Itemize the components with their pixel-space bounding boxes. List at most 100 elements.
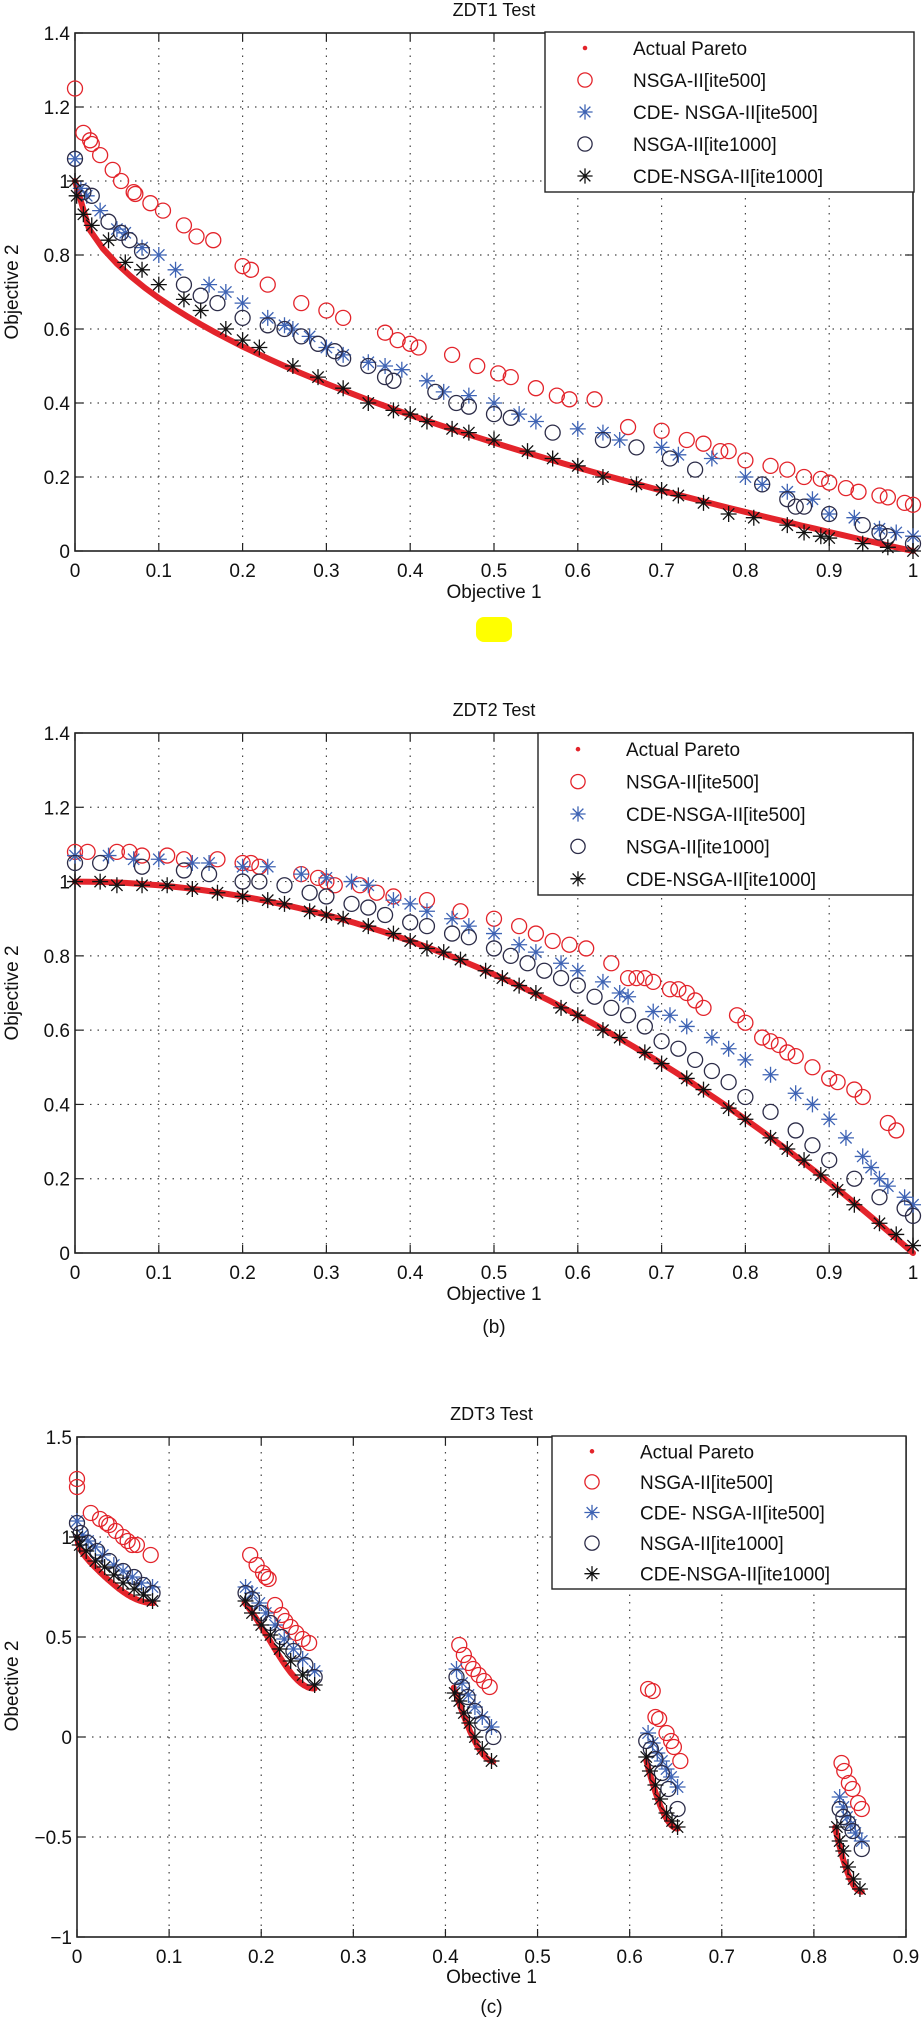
x-tick-label: 0.5 xyxy=(524,1947,550,1968)
cde500-point xyxy=(466,1699,483,1715)
chart-title: ZDT3 Test xyxy=(450,1404,533,1424)
nsga1000-point xyxy=(762,1103,779,1121)
nsga1000-point xyxy=(628,439,645,456)
cde1000-point xyxy=(451,1693,468,1709)
x-tick-label: 0.7 xyxy=(709,1947,735,1968)
legend-marker-pareto xyxy=(589,1449,595,1454)
y-tick-label: 1.2 xyxy=(44,98,70,119)
nsga500-point xyxy=(548,387,565,404)
cde500-point xyxy=(100,847,117,864)
legend-marker-cde500 xyxy=(570,806,586,822)
cde500-point xyxy=(237,1579,254,1595)
nsga500-point xyxy=(544,932,561,950)
cde500-point xyxy=(134,239,151,256)
series-nsga1000 xyxy=(66,854,922,1225)
nsga1000-point xyxy=(485,940,503,957)
nsga1000-point xyxy=(854,516,871,534)
cde1000-point xyxy=(234,332,251,349)
cde500-point xyxy=(620,988,637,1005)
cde500-point xyxy=(115,1563,132,1579)
series-nsga500 xyxy=(66,80,922,513)
cde1000-point xyxy=(905,543,921,559)
cde1000-point xyxy=(762,1129,779,1146)
legend-label: CDE- NSGA-II[ite500] xyxy=(640,1504,825,1525)
cde1000-point xyxy=(135,1587,152,1603)
nsga1000-point xyxy=(804,1137,821,1154)
cde500-point xyxy=(846,509,863,526)
cde1000-point xyxy=(455,1705,472,1721)
nsga1000-point xyxy=(273,1628,290,1646)
cde1000-point xyxy=(306,1677,323,1693)
nsga1000-point xyxy=(66,854,84,872)
nsga1000-point xyxy=(638,1732,655,1750)
nsga500-point xyxy=(481,1678,498,1696)
legend-marker-nsga500 xyxy=(577,72,593,88)
nsga500-point xyxy=(490,365,507,382)
nsga500-point xyxy=(670,981,687,998)
cde500-point xyxy=(905,1196,921,1213)
nsga500-point xyxy=(502,368,519,386)
cde500-point xyxy=(105,1557,122,1573)
x-tick-label: 0.2 xyxy=(229,561,255,582)
cde1000-point xyxy=(670,487,687,504)
cde1000-point xyxy=(126,1581,143,1597)
x-axis-label: Obective 1 xyxy=(446,1967,537,1988)
nsga500-point xyxy=(619,969,637,987)
cde1000-point xyxy=(779,517,796,534)
nsga1000-point xyxy=(703,1062,721,1080)
nsga500-point xyxy=(853,1800,870,1818)
cde1000-point xyxy=(569,457,586,474)
cde500-point xyxy=(343,873,360,890)
legend-label: Actual Pareto xyxy=(626,740,740,761)
legend-marker-pareto xyxy=(575,746,581,752)
legend-label: NSGA-II[ite1000] xyxy=(640,1534,784,1555)
x-tick-label: 0.4 xyxy=(397,1263,424,1284)
nsga500-point xyxy=(821,1070,838,1087)
cde1000-point xyxy=(68,187,85,204)
nsga1000-point xyxy=(460,398,478,415)
cde1000-point xyxy=(108,877,125,894)
nsga500-point xyxy=(804,1059,821,1076)
cde1000-point xyxy=(294,1667,311,1683)
cde1000-point xyxy=(69,1529,85,1545)
x-tick-label: 0.7 xyxy=(648,561,674,582)
cde1000-point xyxy=(78,1543,95,1559)
legend-label: CDE-NSGA-II[ite1000] xyxy=(626,870,816,891)
nsga500-point xyxy=(175,851,193,868)
nsga1000-point xyxy=(653,1033,670,1050)
nsga1000-point xyxy=(586,988,603,1005)
nsga1000-point xyxy=(831,1800,848,1818)
x-tick-label: 0 xyxy=(70,1263,81,1284)
cde500-point xyxy=(67,150,83,167)
nsga1000-point xyxy=(821,505,838,523)
nsga500-point xyxy=(234,257,251,275)
nsga500-point xyxy=(661,981,679,998)
cde500-point xyxy=(720,1040,737,1057)
nsga500-point xyxy=(455,1646,473,1664)
nsga500-point xyxy=(527,925,545,942)
legend-marker-nsga1000 xyxy=(570,838,586,855)
nsga1000-point xyxy=(66,150,84,167)
nsga500-point xyxy=(460,1654,477,1672)
nsga1000-point xyxy=(175,276,193,293)
nsga500-point xyxy=(66,80,84,97)
cde500-point xyxy=(837,1129,854,1146)
cde1000-point xyxy=(402,933,419,949)
nsga1000-point xyxy=(100,213,117,230)
cde500-point xyxy=(611,432,628,448)
cde500-point xyxy=(301,328,318,345)
nsga500-point xyxy=(854,1088,871,1106)
cde1000-point xyxy=(237,1593,254,1609)
y-tick-label: −1 xyxy=(50,1928,72,1949)
cde1000-point xyxy=(846,1196,863,1213)
legend-label: NSGA-II[ite1000] xyxy=(633,135,777,156)
cde500-point xyxy=(117,224,134,241)
cde500-point xyxy=(569,962,586,979)
nsga1000-point xyxy=(821,1151,838,1169)
zdt2-chart: ZDT2 Test 0 0.1 0.2 0.3 0.4 0.5 0.6 0.7 0.8 0.9 1 0 0… xyxy=(2,700,922,1338)
cde500-point xyxy=(393,361,410,378)
cde1000-point xyxy=(839,1859,856,1875)
nsga1000-point xyxy=(175,862,193,879)
cde500-point xyxy=(267,1617,284,1633)
x-tick-label: 0.2 xyxy=(229,1263,255,1284)
